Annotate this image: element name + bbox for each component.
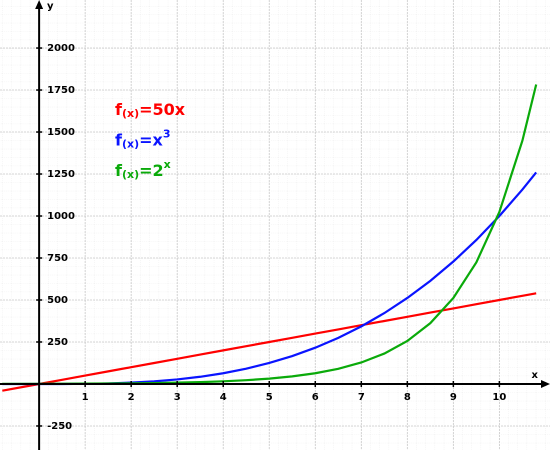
y-tick-label: 1250 (47, 169, 75, 180)
x-axis-arrow (541, 379, 550, 388)
x-tick-label: 5 (266, 392, 273, 403)
x-tick-label: 4 (220, 392, 227, 403)
x-tick-label: 10 (492, 392, 506, 403)
legend-superscript: x (164, 158, 171, 171)
y-axis-label: y (47, 1, 54, 12)
x-tick-label: 9 (450, 392, 457, 403)
y-tick-label: 1750 (47, 85, 75, 96)
y-tick-label: 1000 (47, 211, 75, 222)
legend-entry: f(x)=50x (115, 100, 186, 121)
legend-name: f (115, 130, 123, 149)
x-tick-label: 1 (82, 392, 89, 403)
y-tick-label: 750 (47, 253, 68, 264)
legend-superscript: 3 (163, 128, 171, 141)
x-tick-label: 8 (404, 392, 411, 403)
legend-expression: =50x (139, 100, 186, 119)
legend-subscript: (x) (122, 107, 139, 120)
legend-name: f (115, 100, 123, 119)
y-tick-label: -250 (47, 421, 72, 432)
y-tick-label: 250 (47, 337, 68, 348)
series-line (2, 292, 537, 392)
y-tick-label: 1500 (47, 127, 75, 138)
legend-expression: =x (139, 130, 163, 149)
legend-entry: f(x)=x3 (115, 128, 171, 151)
y-axis-arrow (35, 0, 44, 9)
legend-expression: =2 (139, 161, 164, 180)
x-tick-label: 6 (312, 392, 319, 403)
x-axis-label: x (532, 370, 539, 381)
legend-name: f (115, 161, 123, 180)
legend-subscript: (x) (122, 138, 139, 151)
y-tick-label: 2000 (47, 43, 75, 54)
x-tick-label: 7 (358, 392, 365, 403)
legend-entry: f(x)=2x (115, 158, 171, 181)
x-tick-label: 3 (174, 392, 181, 403)
legend-subscript: (x) (122, 168, 139, 181)
x-tick-label: 2 (128, 392, 135, 403)
y-tick-label: 500 (47, 295, 68, 306)
